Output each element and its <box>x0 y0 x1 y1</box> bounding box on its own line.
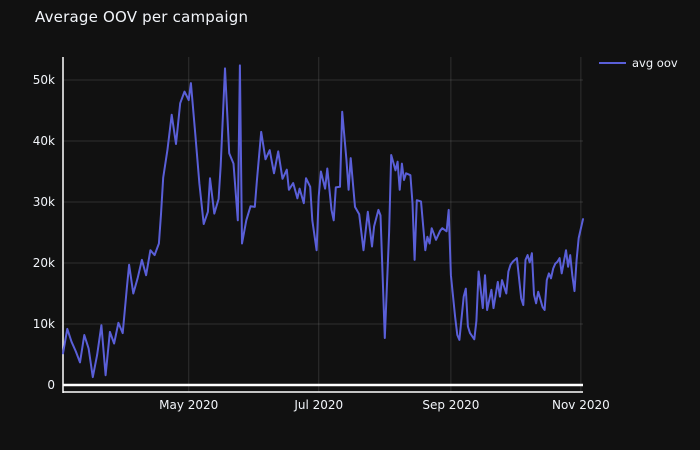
x-gridlines <box>188 57 582 392</box>
y-tick-labels: 0 10k 20k 30k 40k 50k <box>33 73 55 392</box>
x-tick-labels: May 2020 Jul 2020 Sep 2020 Nov 2020 <box>159 398 610 412</box>
y-tick-label: 50k <box>33 73 55 87</box>
y-tick-label: 30k <box>33 195 55 209</box>
x-tick-label: May 2020 <box>159 398 218 412</box>
legend-line-swatch <box>599 62 626 64</box>
chart-title: Average OOV per campaign <box>35 8 249 26</box>
y-tick-label: 40k <box>33 134 55 148</box>
y-tick-label: 0 <box>47 378 55 392</box>
x-tick-label: Jul 2020 <box>293 398 343 412</box>
y-tick-label: 10k <box>33 317 55 331</box>
y-gridlines <box>63 79 583 325</box>
series-line-avg-oov[interactable] <box>62 64 584 379</box>
x-tick-label: Nov 2020 <box>552 398 610 412</box>
legend-label: avg oov <box>632 56 678 70</box>
legend[interactable]: avg oov <box>599 56 678 70</box>
x-tick-label: Sep 2020 <box>422 398 479 412</box>
y-tick-label: 20k <box>33 256 55 270</box>
